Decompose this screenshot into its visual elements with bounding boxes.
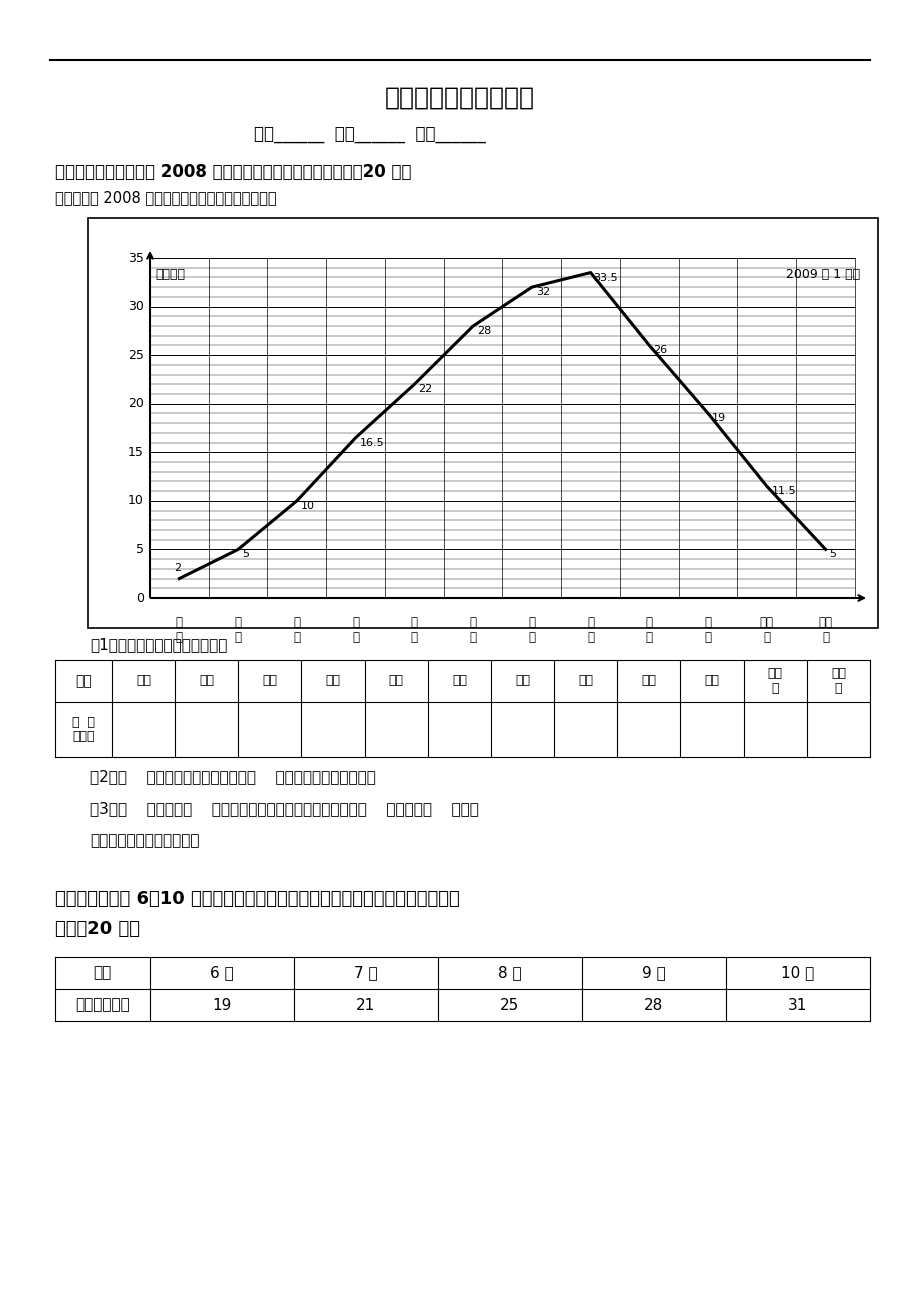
Text: 十二
月: 十二 月: [818, 616, 832, 644]
Text: 第十二单元统计测试题: 第十二单元统计测试题: [384, 86, 535, 109]
Text: 四
月: 四 月: [352, 616, 358, 644]
Text: 一月: 一月: [136, 674, 151, 687]
Text: 体重（千克）: 体重（千克）: [75, 997, 130, 1013]
Text: 20: 20: [128, 397, 144, 410]
Text: 28: 28: [643, 997, 663, 1013]
Text: 2009 年 1 月制: 2009 年 1 月制: [785, 267, 859, 280]
Text: 九月: 九月: [641, 674, 655, 687]
Text: 21: 21: [356, 997, 375, 1013]
Text: 月份: 月份: [75, 674, 92, 687]
Bar: [88, 217, 877, 628]
Text: 产  量
（吨）: 产 量 （吨）: [72, 716, 95, 743]
Text: 之间冷饮产量下降得最快。: 之间冷饮产量下降得最快。: [90, 833, 199, 849]
Text: 十一
月: 十一 月: [767, 667, 782, 695]
Text: 二
月: 二 月: [234, 616, 242, 644]
Text: 三
月: 三 月: [293, 616, 300, 644]
Text: 10 岁: 10 岁: [780, 966, 813, 980]
Text: 十一
月: 十一 月: [759, 616, 773, 644]
Text: 31: 31: [788, 997, 807, 1013]
Text: 32: 32: [535, 288, 550, 297]
Text: 0: 0: [136, 591, 144, 604]
Text: 二、丁丁同学在 6～10 岁的每年生日时都要测体重，下面就是他测量体重的统计: 二、丁丁同学在 6～10 岁的每年生日时都要测体重，下面就是他测量体重的统计: [55, 891, 460, 907]
Text: 22: 22: [418, 384, 432, 395]
Text: 七
月: 七 月: [528, 616, 535, 644]
Text: 15: 15: [128, 445, 144, 458]
Text: 16.5: 16.5: [359, 437, 384, 448]
Text: 表。（20 分）: 表。（20 分）: [55, 921, 140, 937]
Text: 九
月: 九 月: [645, 616, 652, 644]
Text: 5: 5: [829, 549, 835, 560]
Text: 25: 25: [500, 997, 519, 1013]
Text: 26: 26: [652, 345, 667, 355]
Text: （1）根据图中的数据完成下表。: （1）根据图中的数据完成下表。: [90, 638, 227, 652]
Text: 二月: 二月: [199, 674, 214, 687]
Text: （2）（    ）月份的冷饮产量最高，（    ）月份的冷饮产量最低。: （2）（ ）月份的冷饮产量最高，（ ）月份的冷饮产量最低。: [90, 769, 376, 785]
Text: 三月: 三月: [262, 674, 278, 687]
Text: 五
月: 五 月: [411, 616, 417, 644]
Text: 一
月: 一 月: [176, 616, 183, 644]
Text: 四月: 四月: [325, 674, 340, 687]
Text: 年龄: 年龄: [93, 966, 111, 980]
Text: 11.5: 11.5: [771, 486, 796, 496]
Text: 6 岁: 6 岁: [210, 966, 233, 980]
Text: 33.5: 33.5: [593, 272, 618, 283]
Text: 5: 5: [242, 549, 249, 560]
Text: 10: 10: [128, 495, 144, 508]
Text: 八月: 八月: [578, 674, 593, 687]
Text: （3）（    ）月份至（    ）月份之间的冷饮产量上升得最快；（    ）月份至（    ）月份: （3）（ ）月份至（ ）月份之间的冷饮产量上升得最快；（ ）月份至（ ）月份: [90, 802, 479, 816]
Text: 六
月: 六 月: [469, 616, 476, 644]
Text: 35: 35: [128, 251, 144, 264]
Text: 30: 30: [128, 299, 144, 312]
Text: 19: 19: [212, 997, 232, 1013]
Text: 19: 19: [711, 414, 725, 423]
Text: 十
月: 十 月: [704, 616, 711, 644]
Text: 单位：吨: 单位：吨: [154, 267, 185, 280]
Text: 十二
月: 十二 月: [830, 667, 845, 695]
Text: 一、下面是某地冷饮厂 2008 年每月冷饮生产变化情况统计图（20 分）: 一、下面是某地冷饮厂 2008 年每月冷饮生产变化情况统计图（20 分）: [55, 163, 411, 181]
Text: 六月: 六月: [451, 674, 467, 687]
Text: 某地冷饮厂 2008 年每月冷饮生产变化情况统计图：: 某地冷饮厂 2008 年每月冷饮生产变化情况统计图：: [55, 190, 277, 206]
Text: 7 岁: 7 岁: [354, 966, 378, 980]
Text: 班级______  姓名______  分数______: 班级______ 姓名______ 分数______: [254, 126, 485, 145]
Text: 9 岁: 9 岁: [641, 966, 665, 980]
Text: 28: 28: [477, 326, 491, 336]
Text: 十月: 十月: [704, 674, 719, 687]
Text: 5: 5: [136, 543, 144, 556]
Text: 七月: 七月: [515, 674, 529, 687]
Text: 八
月: 八 月: [586, 616, 594, 644]
Text: 25: 25: [128, 349, 144, 362]
Text: 8 岁: 8 岁: [498, 966, 521, 980]
Text: 10: 10: [301, 501, 314, 510]
Text: 2: 2: [175, 562, 181, 573]
Text: 五月: 五月: [389, 674, 403, 687]
